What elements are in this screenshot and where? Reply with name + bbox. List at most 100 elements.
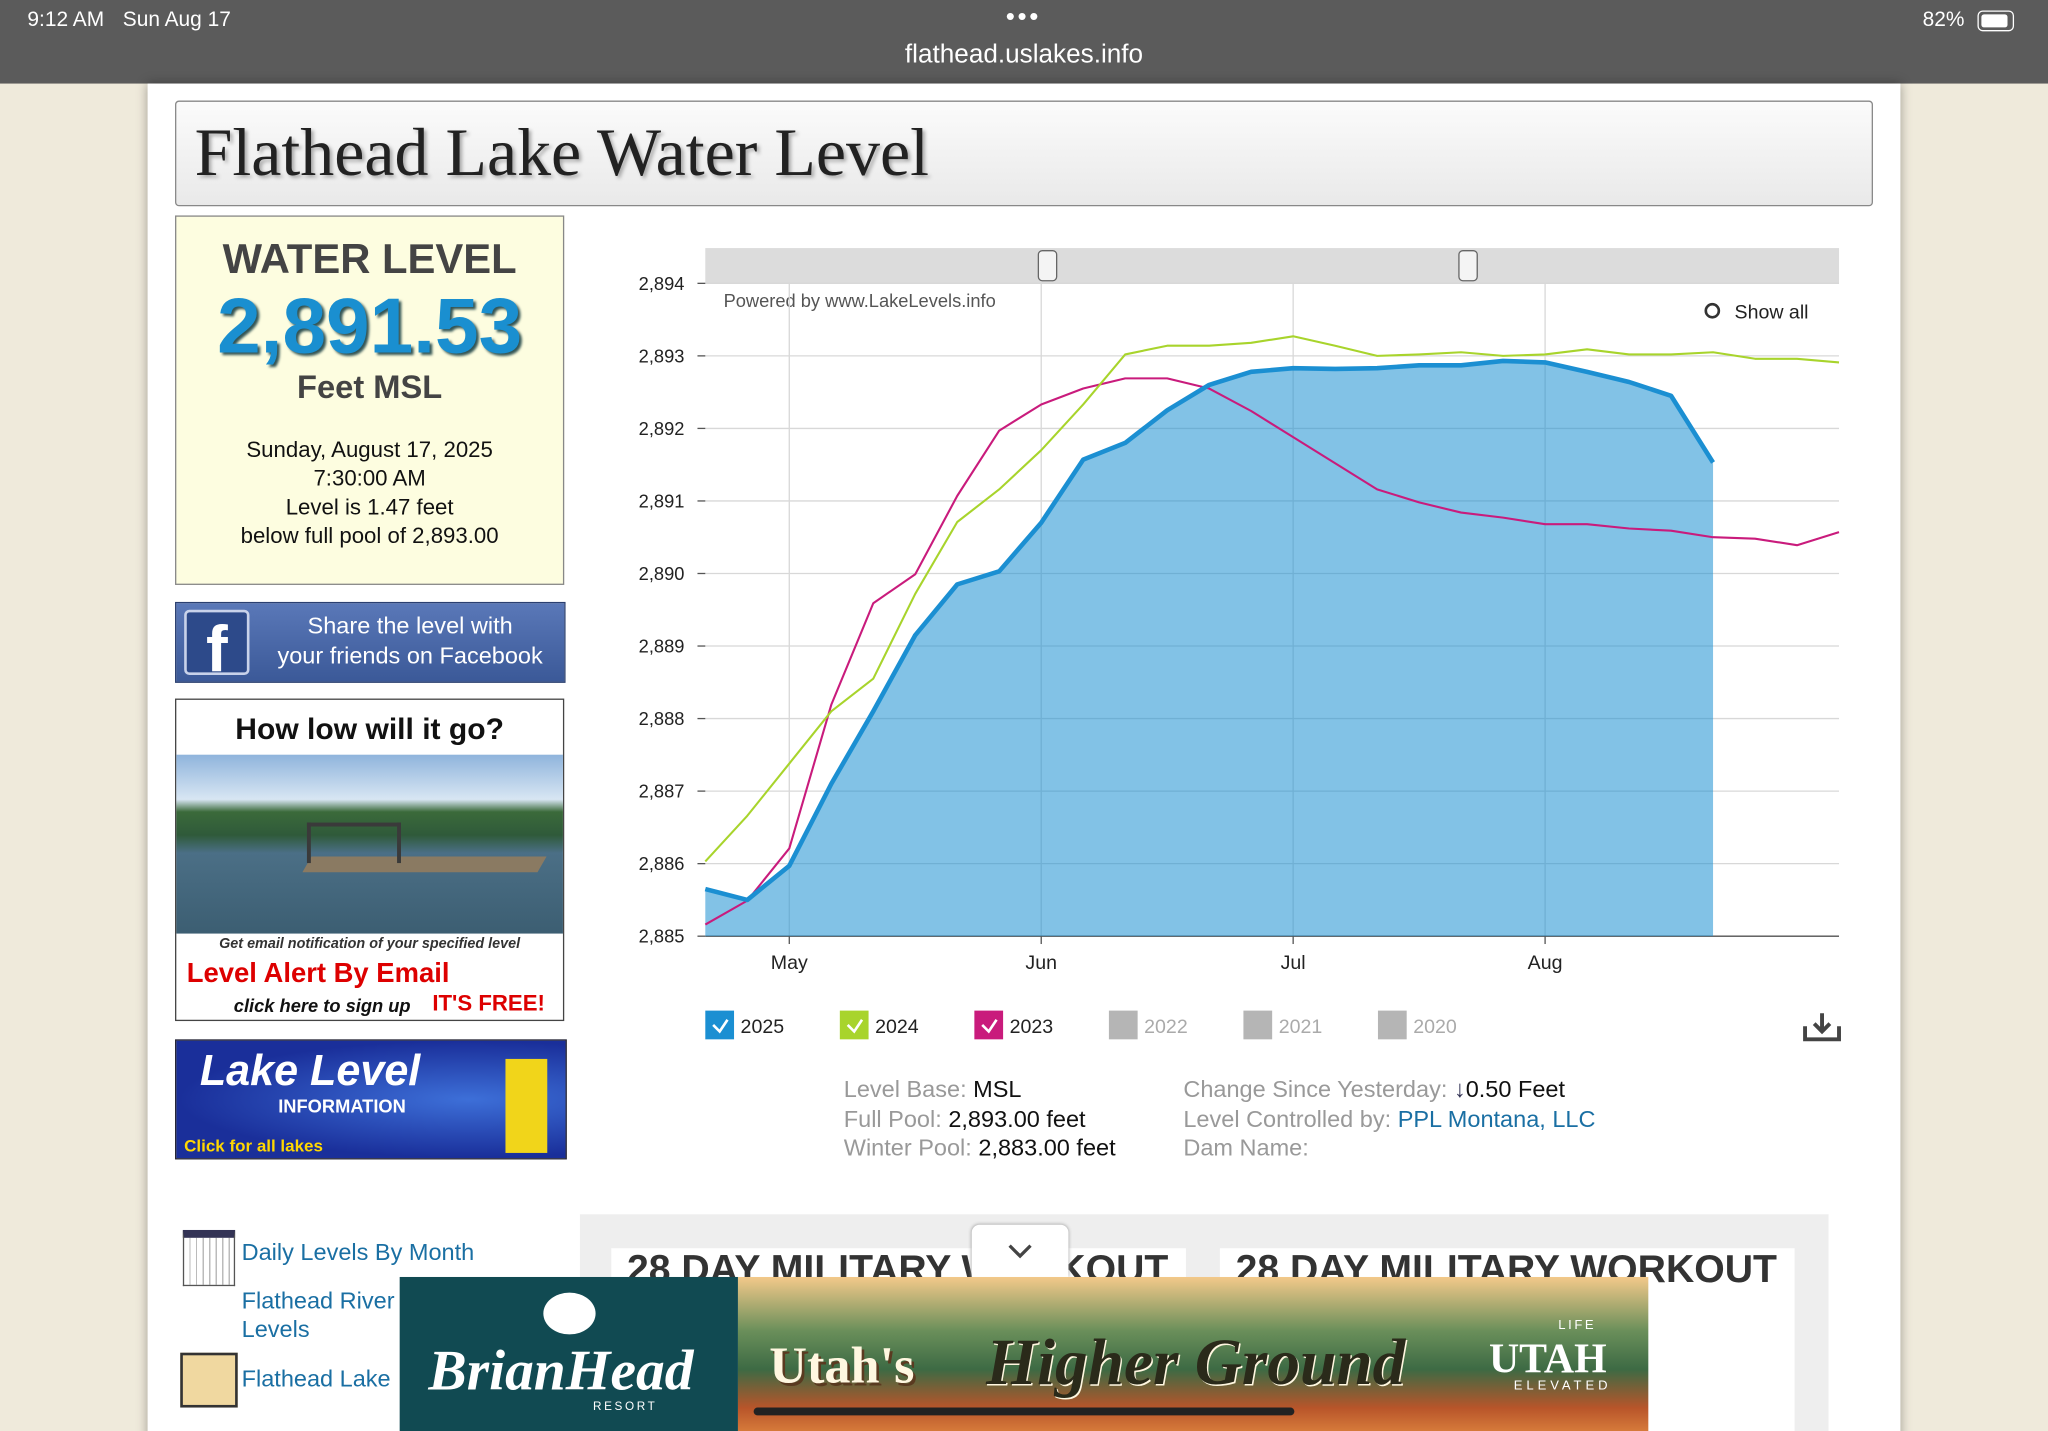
navigator: [705, 248, 1840, 284]
area: [705, 360, 1714, 937]
legend-box: [974, 1010, 1004, 1040]
lake-level-banner[interactable]: Lake Level INFORMATION Click for all lak…: [175, 1039, 567, 1160]
info-row: Change Since Yesterday: ↓0.50 Feet: [1183, 1075, 1595, 1104]
legend-box: [705, 1010, 735, 1040]
zoom-icon: [1704, 302, 1721, 319]
x-tick-label: May: [771, 952, 808, 974]
legend-check: [712, 1019, 729, 1034]
info-label: Change Since Yesterday:: [1183, 1075, 1448, 1103]
level-note: Level is 1.47 feet: [285, 494, 454, 520]
series-line: [704, 358, 1715, 903]
ad-sign-up: click here to sign up: [233, 994, 411, 1016]
page-title: Flathead Lake Water Level: [194, 116, 929, 191]
info-link[interactable]: PPL Montana, LLC: [1397, 1105, 1596, 1132]
legend-item[interactable]: 2024: [839, 1010, 919, 1040]
info-label: Winter Pool:: [843, 1134, 972, 1161]
show-all[interactable]: Show all: [1735, 302, 1809, 324]
legend-label: 2023: [1010, 1016, 1054, 1038]
info-right: Change Since Yesterday: ↓0.50 Feet Level …: [1183, 1075, 1595, 1163]
info-row: Dam Name:: [1183, 1133, 1595, 1162]
ad-heading: How low will it go?: [235, 711, 504, 746]
ad-image[interactable]: Utah's Higher Ground LIFE UTAH ELEVATED: [737, 1276, 1649, 1431]
info-row: Winter Pool: 2,883.00 feet: [844, 1133, 1116, 1162]
down-arrow: ↓: [1453, 1075, 1466, 1103]
legend-label: 2024: [875, 1016, 919, 1038]
battery-icon: [1977, 10, 2015, 32]
series-line: [704, 335, 1840, 863]
brand-sub: RESORT: [592, 1399, 658, 1413]
y-tick-label: 2,893: [639, 345, 685, 366]
banner-title: Lake Level: [199, 1045, 421, 1095]
lake-photo: [176, 754, 563, 934]
chevron: [1008, 1244, 1032, 1259]
y-tick-label: 2,887: [639, 781, 685, 802]
legend-label: 2025: [741, 1016, 785, 1038]
y-tick-label: 2,886: [639, 853, 685, 874]
level-time: 7:30:00 AM: [313, 466, 426, 491]
link[interactable]: Daily Levels By Month: [241, 1239, 475, 1266]
date: Sun Aug 17: [122, 9, 231, 32]
legend-check: [846, 1019, 864, 1034]
state: UTAH: [1488, 1334, 1607, 1382]
legend-label: 2020: [1413, 1016, 1457, 1038]
legend-box: [1108, 1010, 1138, 1040]
link[interactable]: Flathead River: [241, 1287, 395, 1314]
chart: Powered by www.LakeLevels.info Show all …: [639, 248, 1841, 1042]
facebook-button[interactable]: f Share the level with your friends on Fa…: [175, 601, 566, 685]
url[interactable]: flathead.uslakes.info: [904, 40, 1144, 70]
credit: Powered by www.LakeLevels.info: [724, 290, 996, 311]
legend-item[interactable]: 2025: [705, 1010, 785, 1040]
home-indicator: [753, 1407, 1295, 1416]
info-value: 0.50 Feet: [1465, 1075, 1566, 1103]
y-tick-label: 2,890: [639, 563, 685, 584]
info-value: 2,883.00 feet: [978, 1134, 1116, 1161]
dock-frame: [306, 822, 401, 864]
level-heading: WATER LEVEL: [222, 235, 517, 283]
slogan: Utah's: [769, 1335, 915, 1395]
level-value: 2,891.53: [217, 282, 523, 370]
navigator-handle[interactable]: [1037, 250, 1058, 282]
facebook-logo: f: [184, 609, 250, 685]
x-tick-label: Aug: [1528, 952, 1563, 974]
gauge: [505, 1058, 548, 1153]
info-label: Full Pool:: [843, 1105, 942, 1132]
legend-item[interactable]: 2021: [1243, 1010, 1322, 1040]
alert-ad[interactable]: How low will it go? Get email notificati…: [175, 698, 565, 1022]
banner-link: Click for all lakes: [184, 1135, 323, 1156]
legend-label: 2022: [1144, 1016, 1188, 1038]
x-tick-label: Jun: [1025, 952, 1057, 974]
ad-note: Get email notification of your specified…: [219, 936, 521, 952]
news-icon: [180, 1352, 238, 1408]
status-bar: 9:12 AM Sun Aug 17 ••• flathead.uslakes.…: [0, 0, 2048, 84]
legend-item[interactable]: 2023: [974, 1010, 1054, 1040]
ad-collapse[interactable]: [971, 1224, 1069, 1277]
ad-title: Level Alert By Email: [186, 958, 450, 989]
x-tick-label: Jul: [1281, 952, 1306, 974]
dots: •••: [1005, 2, 1041, 32]
info-left: Level Base: MSL Full Pool: 2,893.00 feet W…: [844, 1075, 1116, 1163]
info-row: Level Base: MSL: [844, 1075, 1116, 1104]
info-row: Level Controlled by: PPL Montana, LLC: [1183, 1104, 1595, 1133]
brand-name: BrianHead: [428, 1338, 694, 1403]
level-note: below full pool of 2,893.00: [240, 523, 499, 549]
info-label: Level Controlled by:: [1183, 1105, 1392, 1132]
navigator-handle[interactable]: [1458, 250, 1478, 282]
brand-logo: [543, 1292, 596, 1335]
info-label: Dam Name:: [1183, 1134, 1309, 1161]
banner-subtitle: INFORMATION: [278, 1095, 406, 1117]
legend-item[interactable]: 2022: [1108, 1010, 1188, 1040]
link[interactable]: Flathead Lake: [241, 1365, 391, 1392]
level-date: Sunday, August 17, 2025: [246, 437, 493, 463]
info-value: 2,893.00 feet: [948, 1105, 1086, 1132]
legend-box: [839, 1010, 869, 1040]
legend-item[interactable]: 2020: [1377, 1010, 1457, 1040]
title-box: Flathead Lake Water Level: [175, 100, 1873, 207]
series-line: [704, 377, 1840, 926]
download-icon[interactable]: [1803, 1013, 1841, 1042]
info-value: MSL: [973, 1075, 1022, 1103]
link[interactable]: Levels: [241, 1316, 310, 1343]
y-tick-label: 2,891: [639, 490, 685, 511]
legend-check: [981, 1019, 998, 1034]
ad-brand[interactable]: BrianHead RESORT: [399, 1276, 738, 1431]
